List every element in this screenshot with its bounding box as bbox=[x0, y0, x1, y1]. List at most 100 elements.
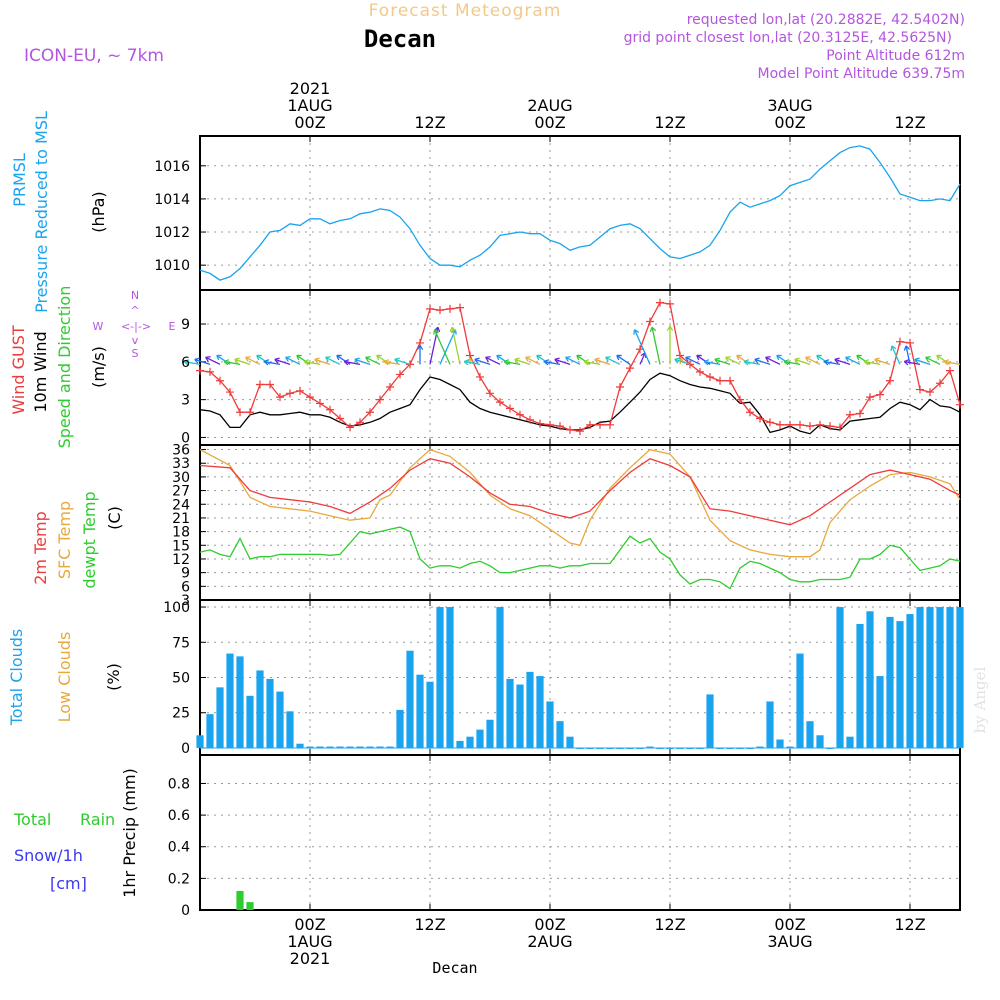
dewpoint-line bbox=[199, 526, 961, 590]
wind-direction-arrow bbox=[234, 358, 251, 365]
cloud-bar bbox=[706, 694, 714, 748]
cloud-bar bbox=[866, 611, 874, 748]
bottom-time-label: 12Z bbox=[894, 915, 925, 934]
wind-direction-arrow bbox=[674, 358, 691, 365]
wind-direction-arrow bbox=[784, 360, 801, 365]
footer-location: Decan bbox=[432, 959, 477, 977]
location-title: Decan bbox=[364, 25, 436, 53]
cloud-bar bbox=[806, 721, 814, 748]
temp-2m-ylabel: 2m Temp bbox=[31, 511, 50, 585]
cloud-bar bbox=[236, 656, 244, 748]
wind-direction-arrowhead bbox=[205, 356, 211, 362]
precip-ytick-label: 0.6 bbox=[168, 808, 190, 824]
cloud-bar bbox=[906, 614, 914, 748]
wind-direction-arrow bbox=[525, 356, 541, 365]
temperature-ytick-label: 30 bbox=[172, 470, 190, 486]
top-time-label: 12Z bbox=[414, 113, 445, 132]
wind-gust-marker bbox=[806, 422, 814, 431]
cloud-bar bbox=[556, 721, 564, 748]
wind-direction-arrow bbox=[736, 354, 751, 365]
wind-gust-marker bbox=[376, 395, 384, 404]
wind-direction-arrow bbox=[576, 354, 591, 365]
wind-direction-arrow bbox=[704, 360, 721, 365]
wind-gust-marker bbox=[586, 420, 594, 429]
wind-direction-arrow bbox=[325, 356, 341, 365]
wind-direction-arrow bbox=[616, 354, 631, 365]
wind-gust-marker bbox=[276, 393, 284, 402]
wind-gust-marker bbox=[236, 408, 244, 417]
clouds-ytick-label: 25 bbox=[172, 706, 190, 722]
cloud-bar bbox=[216, 687, 224, 748]
pressure-unit: (hPa) bbox=[89, 191, 108, 232]
cloud-bar bbox=[816, 735, 824, 748]
wind-direction-arrow bbox=[304, 360, 321, 365]
cloud-bar bbox=[406, 650, 414, 748]
top-time-label: 00Z bbox=[294, 113, 325, 132]
cloud-bar bbox=[226, 653, 234, 748]
wind-direction-arrowhead bbox=[856, 354, 862, 361]
wind-direction-arrow bbox=[714, 358, 731, 365]
cloud-bar bbox=[346, 746, 354, 748]
wind-direction-arrowhead bbox=[376, 354, 382, 361]
wind-direction-arrow bbox=[314, 358, 331, 365]
cloud-bar bbox=[846, 736, 854, 748]
top-time-label: 12Z bbox=[894, 113, 925, 132]
wind-direction-arrow bbox=[584, 360, 601, 365]
cloud-bar bbox=[326, 746, 334, 748]
wind-direction-arrowhead bbox=[354, 357, 360, 364]
wind-gust-marker bbox=[406, 360, 414, 369]
pressure-ytick-label: 1016 bbox=[154, 159, 190, 175]
wind-direction-arrowhead bbox=[285, 356, 291, 362]
wind-gust-marker bbox=[836, 423, 844, 432]
low-clouds-ylabel: Low Clouds bbox=[55, 632, 74, 723]
wind-direction-arrow bbox=[376, 354, 391, 365]
top-time-label: 00Z bbox=[774, 113, 805, 132]
wind-direction-arrowhead bbox=[463, 359, 470, 366]
bottom-time-label: 00Z bbox=[534, 915, 565, 934]
wind-direction-arrow bbox=[439, 329, 457, 365]
model-point-altitude: Model Point Altitude 639.75m bbox=[758, 66, 965, 82]
temp-2m-line bbox=[199, 457, 961, 526]
wind-direction-arrow bbox=[639, 352, 646, 365]
precip-panel-frame bbox=[199, 754, 961, 911]
clouds-ytick-label: 75 bbox=[172, 635, 190, 651]
wind-direction-arrow bbox=[925, 356, 941, 365]
grid-point-coordinates: grid point closest lon,lat (20.3125E, 42… bbox=[624, 30, 952, 46]
wind-gust-marker bbox=[386, 383, 394, 392]
wind-gust-marker bbox=[596, 420, 604, 429]
cloud-bar bbox=[566, 736, 574, 748]
wind-direction-arrow bbox=[485, 356, 501, 365]
wind-gust-marker bbox=[396, 370, 404, 379]
wind-direction-arrowhead bbox=[805, 356, 811, 362]
wind-direction-arrow bbox=[433, 329, 451, 365]
cloud-bar bbox=[916, 607, 924, 748]
requested-coordinates: requested lon,lat (20.2882E, 42.5402N) bbox=[687, 12, 965, 28]
temperature-ytick-label: 33 bbox=[172, 456, 190, 472]
wind-ytick-label: 6 bbox=[181, 355, 190, 371]
top-time-label: 1AUG bbox=[287, 96, 332, 115]
cloud-bar bbox=[256, 670, 264, 748]
wind-direction-arrow bbox=[514, 358, 531, 365]
wind-direction-arrowhead bbox=[296, 354, 302, 361]
wind-direction-arrowhead bbox=[474, 357, 480, 364]
rain-legend-left: Total bbox=[13, 810, 51, 829]
wind-gust-marker bbox=[286, 389, 294, 398]
wind-gust-marker bbox=[446, 304, 454, 313]
wind-direction-arrow bbox=[365, 356, 381, 365]
wind-direction-arrow bbox=[936, 354, 951, 365]
wind-direction-ylabel: Speed and Direction bbox=[55, 286, 74, 449]
cloud-bar bbox=[496, 607, 504, 748]
temperature-ytick-label: 12 bbox=[172, 552, 190, 568]
compass-south-arrow: v bbox=[132, 334, 139, 347]
wind-direction-arrow bbox=[845, 356, 861, 365]
cloud-bar bbox=[416, 674, 424, 748]
wind-gust-marker bbox=[786, 420, 794, 429]
pressure-ytick-label: 1010 bbox=[154, 258, 190, 274]
wind-direction-arrowhead bbox=[365, 356, 371, 362]
wind-gust-marker bbox=[216, 376, 224, 385]
clouds-ytick-label: 0 bbox=[181, 741, 190, 757]
wind-gust-marker bbox=[936, 379, 944, 388]
wind-direction-arrow bbox=[776, 354, 791, 365]
cloud-bar bbox=[386, 746, 394, 748]
wind-direction-arrowhead bbox=[525, 356, 531, 362]
